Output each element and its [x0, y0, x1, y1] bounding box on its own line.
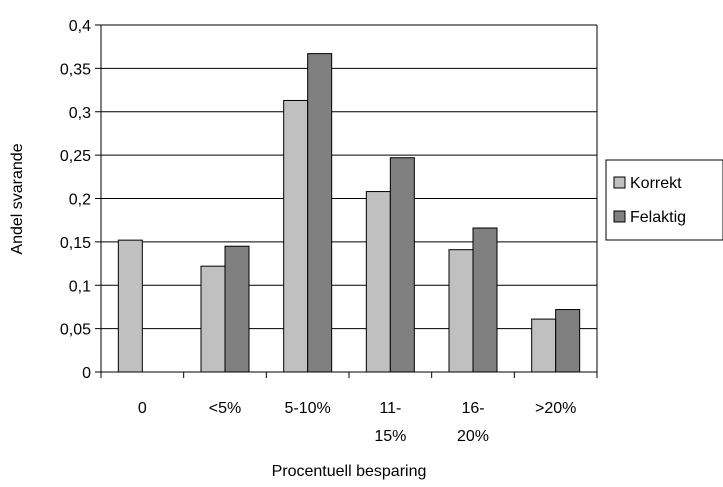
- y-tick-label: 0,05: [60, 322, 91, 339]
- bar-korrekt-4: [449, 250, 473, 372]
- y-tick-label: 0,35: [60, 61, 91, 78]
- y-tick-label: 0: [82, 365, 91, 382]
- bar-korrekt-0: [118, 240, 142, 372]
- x-category-label: <5%: [209, 400, 241, 417]
- x-axis-category-labels: 0 <5% 5-10% 11- 15% 16- 20% >20%: [138, 400, 576, 445]
- x-axis-title: Procentuell besparing: [272, 463, 427, 480]
- x-category-label: 5-10%: [285, 400, 331, 417]
- bars: [118, 54, 579, 372]
- y-axis-title: Andel svarande: [9, 143, 26, 254]
- x-category-label: 20%: [457, 428, 489, 445]
- bar-felaktig-2: [308, 54, 332, 372]
- bar-felaktig-5: [556, 310, 580, 372]
- legend-label-korrekt: Korrekt: [630, 175, 682, 192]
- axes: [101, 25, 597, 378]
- y-tick-label: 0,2: [69, 192, 91, 209]
- legend: Korrekt Felaktig: [606, 160, 723, 240]
- y-tick-label: 0,3: [69, 105, 91, 122]
- x-category-label: 16-: [461, 400, 484, 417]
- bar-korrekt-2: [284, 100, 308, 372]
- bar-korrekt-5: [532, 319, 556, 372]
- x-category-label: >20%: [535, 400, 576, 417]
- y-axis-ticks: 0 0,05 0,1 0,15 0,2 0,25 0,3 0,35 0,4: [60, 18, 101, 382]
- gridlines: [101, 25, 597, 329]
- bar-felaktig-4: [473, 228, 497, 372]
- y-tick-label: 0,25: [60, 148, 91, 165]
- x-category-label: 15%: [374, 428, 406, 445]
- y-tick-label: 0,4: [69, 18, 91, 35]
- bar-korrekt-1: [201, 266, 225, 372]
- x-category-label: 0: [138, 400, 147, 417]
- y-tick-label: 0,15: [60, 235, 91, 252]
- legend-box: [606, 160, 723, 240]
- legend-label-felaktig: Felaktig: [630, 209, 686, 226]
- legend-swatch-korrekt: [614, 177, 625, 188]
- legend-swatch-felaktig: [614, 211, 625, 222]
- bar-felaktig-1: [225, 246, 249, 372]
- bar-korrekt-3: [366, 192, 390, 372]
- y-tick-label: 0,1: [69, 278, 91, 295]
- x-category-label: 11-: [379, 400, 401, 417]
- bar-felaktig-3: [390, 158, 414, 372]
